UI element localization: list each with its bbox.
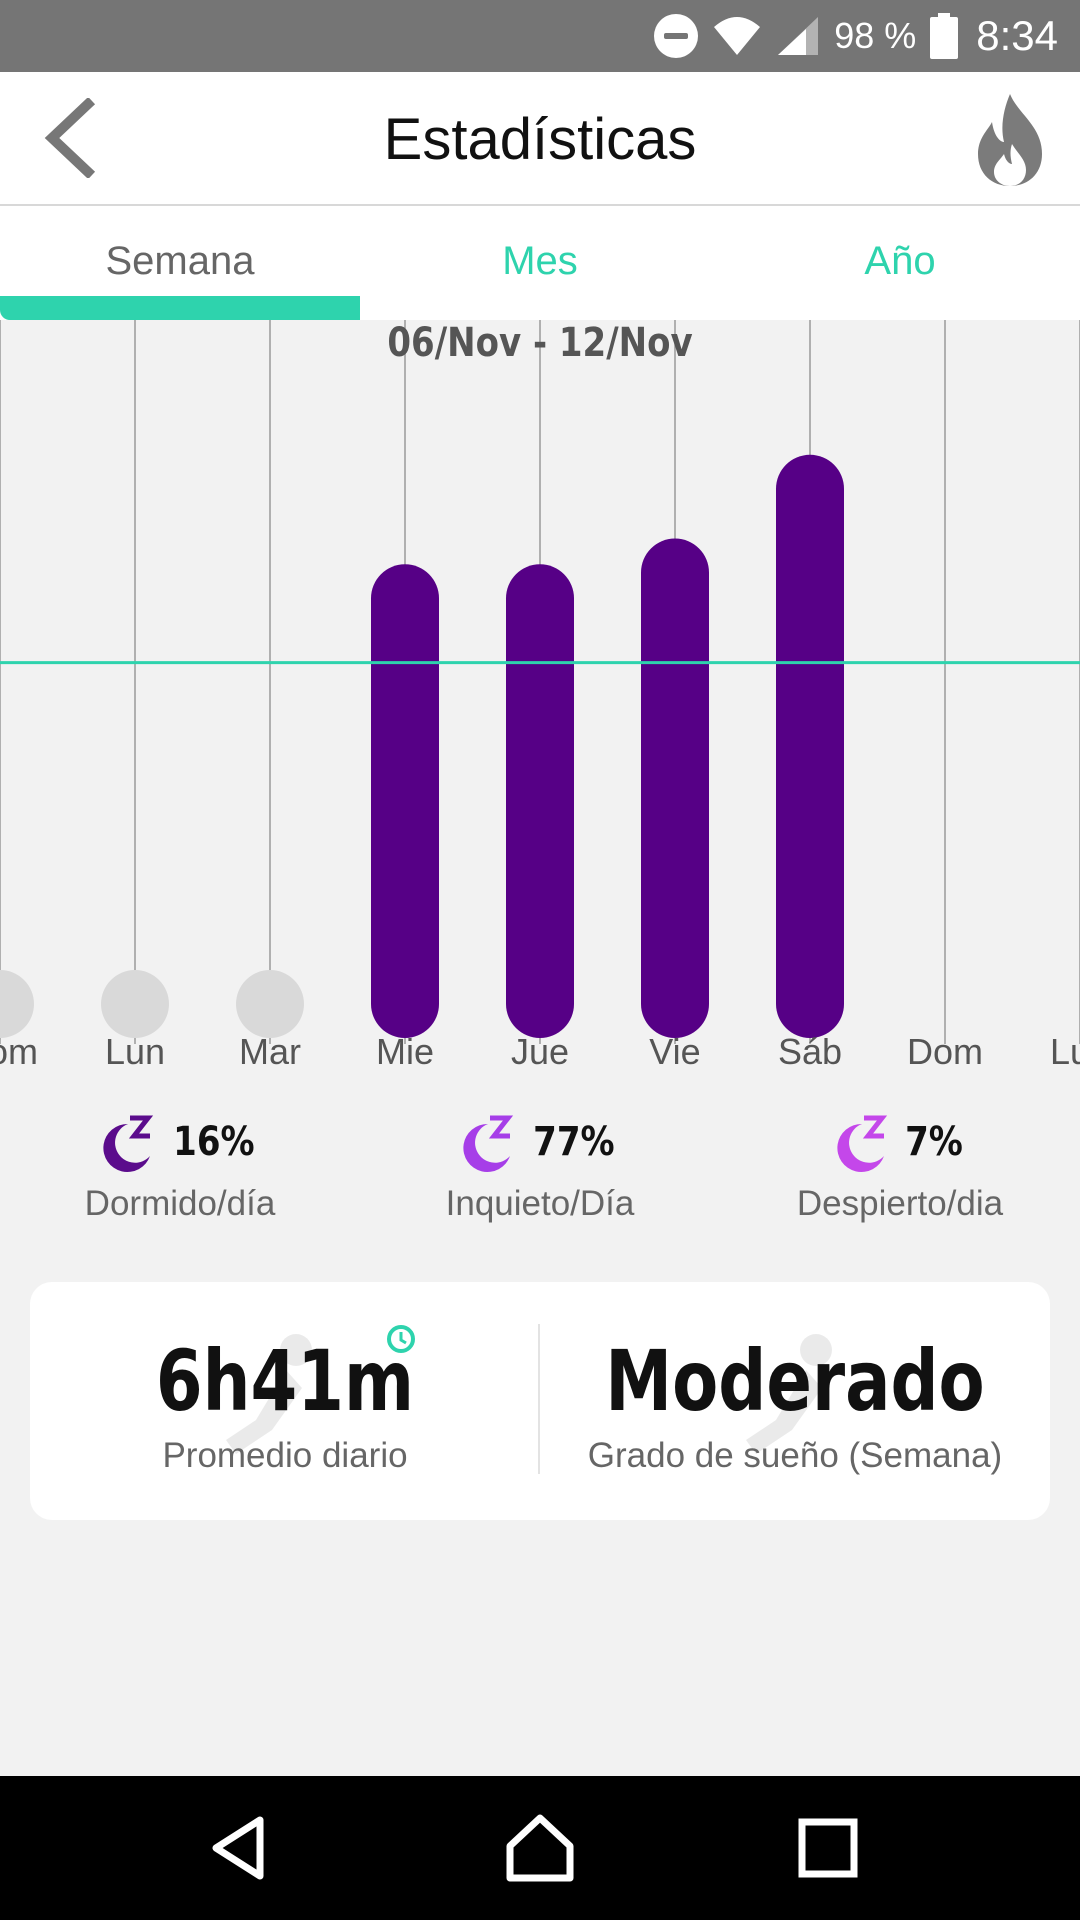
sleep-bar — [641, 538, 709, 1038]
tab-semana[interactable]: Semana — [105, 239, 255, 283]
battery-icon — [930, 13, 959, 59]
tab-mes[interactable]: Mes — [502, 239, 578, 283]
page-title: Estadísticas — [383, 107, 697, 172]
stat-label: Dormido/día — [84, 1184, 276, 1223]
active-tab-indicator — [0, 296, 360, 320]
stat-label: Despierto/dia — [796, 1184, 1004, 1223]
stat-dormido: 16% Dormido/día — [0, 1106, 360, 1224]
day-label: Jue — [511, 1031, 569, 1072]
sleep-moon-icon — [463, 1115, 514, 1172]
nav-home-icon[interactable] — [504, 1812, 576, 1884]
sleep-bar — [371, 564, 439, 1038]
empty-day-dot — [236, 970, 304, 1038]
average-value: 6h41m — [155, 1332, 415, 1430]
status-bar: 98 % 8:34 — [0, 0, 1080, 72]
clock: 8:34 — [976, 12, 1058, 59]
app-header: Estadísticas — [0, 72, 1080, 206]
do-not-disturb-icon — [654, 14, 699, 58]
battery-percent: 98 % — [834, 15, 917, 56]
tab-ano[interactable]: Año — [864, 239, 936, 283]
sleeper-icon — [226, 1334, 312, 1454]
period-tabs: Semana Mes Año — [0, 206, 1080, 320]
sleep-chart: Dom Lun Mar Mie Jue Vie Sáb Dom Lun 06/Nov - 12/… — [0, 320, 1080, 1080]
stat-percent: 77% — [533, 1119, 615, 1165]
fire-button[interactable] — [970, 92, 1050, 188]
stat-percent: 16% — [173, 1119, 255, 1165]
day-label: Lun — [105, 1031, 165, 1072]
day-label: Mie — [376, 1031, 434, 1072]
sleep-moon-icon — [103, 1115, 154, 1172]
day-label: Mar — [239, 1031, 301, 1072]
daily-average: 6h41m Promedio diario — [30, 1282, 540, 1520]
week-range: 06/Nov - 12/Nov — [387, 320, 693, 366]
clock-badge-icon — [387, 1325, 415, 1353]
sleep-bar — [506, 564, 574, 1038]
stat-label: Inquieto/Día — [445, 1184, 635, 1223]
sleep-grade: Moderado Grado de sueño (Semana) — [540, 1282, 1050, 1520]
signal-icon — [778, 17, 819, 55]
sleeper-icon — [746, 1334, 832, 1454]
navigation-bar — [0, 1776, 1080, 1920]
day-label: Sáb — [778, 1031, 842, 1072]
fire-icon — [978, 94, 1042, 186]
summary-card: 6h41m Promedio diario Moderado Grado de … — [30, 1282, 1050, 1520]
nav-back-icon[interactable] — [204, 1812, 276, 1884]
day-label: Dom — [907, 1031, 983, 1072]
wifi-icon — [714, 17, 761, 55]
grade-value: Moderado — [605, 1332, 985, 1430]
day-label: Lun — [1050, 1031, 1080, 1072]
empty-day-dot — [0, 970, 34, 1038]
day-label: Dom — [0, 1031, 38, 1072]
day-label: Vie — [649, 1031, 700, 1072]
card-divider — [538, 1324, 540, 1474]
chevron-left-icon — [44, 96, 96, 180]
average-label: Promedio diario — [162, 1436, 408, 1475]
stat-inquieto: 77% Inquieto/Día — [360, 1106, 720, 1224]
sleep-bar — [776, 454, 844, 1038]
grade-label: Grado de sueño (Semana) — [587, 1436, 1003, 1475]
empty-day-dot — [101, 970, 169, 1038]
sleep-moon-icon — [837, 1115, 888, 1172]
nav-recents-icon[interactable] — [792, 1812, 864, 1884]
stat-percent: 7% — [905, 1119, 963, 1165]
stat-despierto: 7% Despierto/dia — [720, 1106, 1080, 1224]
chart-canvas: Dom Lun Mar Mie Jue Vie Sáb Dom Lun — [0, 320, 1080, 1072]
back-button[interactable] — [36, 96, 116, 180]
